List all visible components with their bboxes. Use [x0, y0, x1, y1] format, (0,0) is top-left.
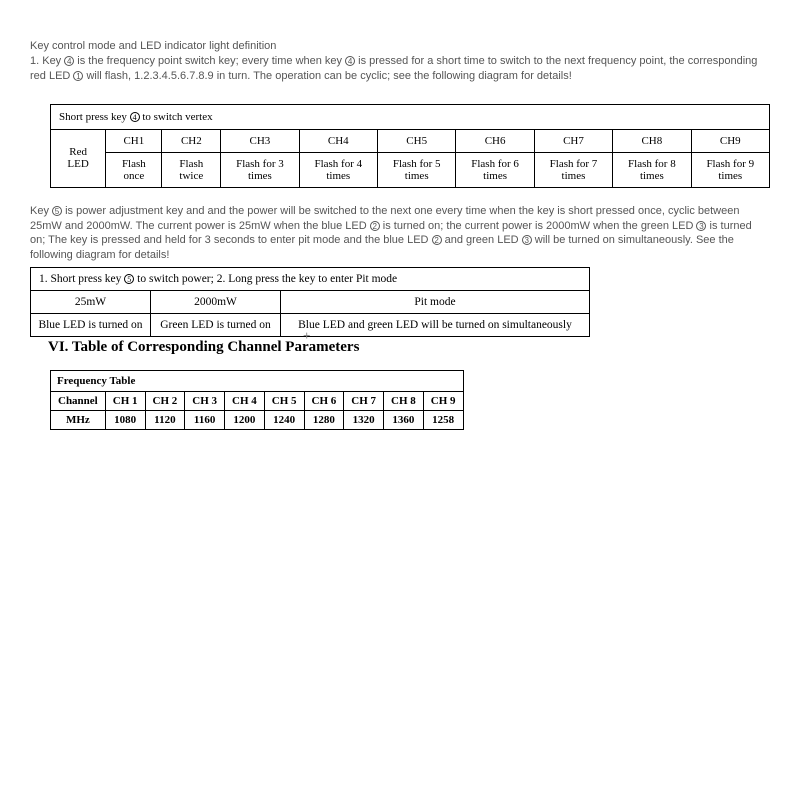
col: Channel [51, 392, 106, 411]
cell: Blue LED and green LED will be turned on… [281, 314, 590, 337]
text: will flash, 1.2.3.4.5.6.7.8.9 in turn. T… [83, 70, 571, 82]
col-ch5: CH5 [378, 129, 456, 152]
cell: Flash for 3 times [221, 152, 299, 187]
col-ch9: CH9 [691, 129, 769, 152]
text: and green LED [442, 234, 522, 246]
cell: Green LED is turned on [151, 314, 281, 337]
col: CH 2 [145, 392, 185, 411]
cell: 1360 [384, 411, 424, 430]
power-mode-table: 1. Short press key 5 to switch power; 2.… [30, 267, 590, 337]
section-vi-heading: + VI. Table of Corresponding Channel Par… [48, 339, 770, 356]
col-2000mw: 2000mW [151, 291, 281, 314]
table1-data-row: Flash once Flash twice Flash for 3 times… [51, 152, 770, 187]
col: CH 6 [304, 392, 344, 411]
text: is turned on; the current power is 2000m… [380, 220, 697, 232]
col-ch1: CH1 [106, 129, 162, 152]
mid-paragraph: Key 5 is power adjustment key and and th… [30, 204, 770, 263]
text: is the frequency point switch key; every… [74, 55, 345, 67]
plus-mark-icon: + [303, 328, 310, 344]
col: CH 1 [105, 392, 145, 411]
circled-3-icon: 3 [522, 235, 532, 245]
circled-4-icon: 4 [130, 112, 140, 122]
cell: Flash for 4 times [299, 152, 377, 187]
cell: 1240 [264, 411, 304, 430]
text: to switch power; 2. Long press the key t… [134, 273, 397, 285]
col: CH 9 [423, 392, 463, 411]
freq-header-row: Channel CH 1 CH 2 CH 3 CH 4 CH 5 CH 6 CH… [51, 392, 464, 411]
col-ch7: CH7 [534, 129, 612, 152]
cell: Flash for 5 times [378, 152, 456, 187]
table1-caption: Short press key 4 to switch vertex [51, 104, 770, 129]
col: CH 5 [264, 392, 304, 411]
circled-5-icon: 5 [124, 274, 134, 284]
table2-header-row: 25mW 2000mW Pit mode [31, 291, 590, 314]
cell: Flash for 6 times [456, 152, 534, 187]
freq-table-title: Frequency Table [51, 371, 464, 392]
table2-caption: 1. Short press key 5 to switch power; 2.… [31, 268, 590, 291]
cell: MHz [51, 411, 106, 430]
text: 1. Key [30, 55, 64, 67]
cell: Blue LED is turned on [31, 314, 151, 337]
frequency-table: Frequency Table Channel CH 1 CH 2 CH 3 C… [50, 370, 464, 430]
circled-1-icon: 1 [73, 71, 83, 81]
cell: Flash twice [162, 152, 221, 187]
row-label: Red LED [51, 129, 106, 187]
intro-title: Key control mode and LED indicator light… [30, 40, 770, 52]
col: CH 8 [384, 392, 424, 411]
col-ch2: CH2 [162, 129, 221, 152]
cell: Flash for 9 times [691, 152, 769, 187]
col-pit-mode: Pit mode [281, 291, 590, 314]
cell: Flash for 7 times [534, 152, 612, 187]
text: 1. Short press key [39, 273, 124, 285]
intro-paragraph-1: 1. Key 4 is the frequency point switch k… [30, 54, 770, 84]
text: Key [30, 205, 52, 217]
cell: 1320 [344, 411, 384, 430]
circled-2-icon: 2 [370, 221, 380, 231]
freq-data-row: MHz 1080 1120 1160 1200 1240 1280 1320 1… [51, 411, 464, 430]
cell: 1258 [423, 411, 463, 430]
cell: Flash for 8 times [613, 152, 691, 187]
col: CH 4 [225, 392, 265, 411]
heading-text: VI. Table of Corresponding Channel Param… [48, 339, 359, 355]
circled-4-icon: 4 [345, 56, 355, 66]
red-led-table: Short press key 4 to switch vertex Red L… [50, 104, 770, 188]
cell: 1080 [105, 411, 145, 430]
col-ch3: CH3 [221, 129, 299, 152]
col-25mw: 25mW [31, 291, 151, 314]
cell: 1280 [304, 411, 344, 430]
col-ch4: CH4 [299, 129, 377, 152]
text: to switch vertex [140, 111, 213, 123]
circled-2-icon: 2 [432, 235, 442, 245]
col: CH 7 [344, 392, 384, 411]
cell: Flash once [106, 152, 162, 187]
circled-3-icon: 3 [696, 221, 706, 231]
cell: 1200 [225, 411, 265, 430]
col-ch8: CH8 [613, 129, 691, 152]
cell: 1160 [185, 411, 225, 430]
col-ch6: CH6 [456, 129, 534, 152]
cell: 1120 [145, 411, 185, 430]
col: CH 3 [185, 392, 225, 411]
circled-4-icon: 4 [64, 56, 74, 66]
circled-5-icon: 5 [52, 206, 62, 216]
text: Short press key [59, 111, 130, 123]
table1-header-row: Red LED CH1 CH2 CH3 CH4 CH5 CH6 CH7 CH8 … [51, 129, 770, 152]
